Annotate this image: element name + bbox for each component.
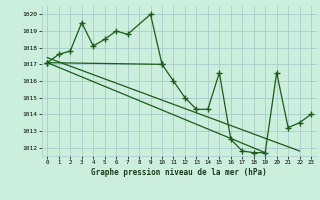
X-axis label: Graphe pression niveau de la mer (hPa): Graphe pression niveau de la mer (hPa) (91, 168, 267, 177)
